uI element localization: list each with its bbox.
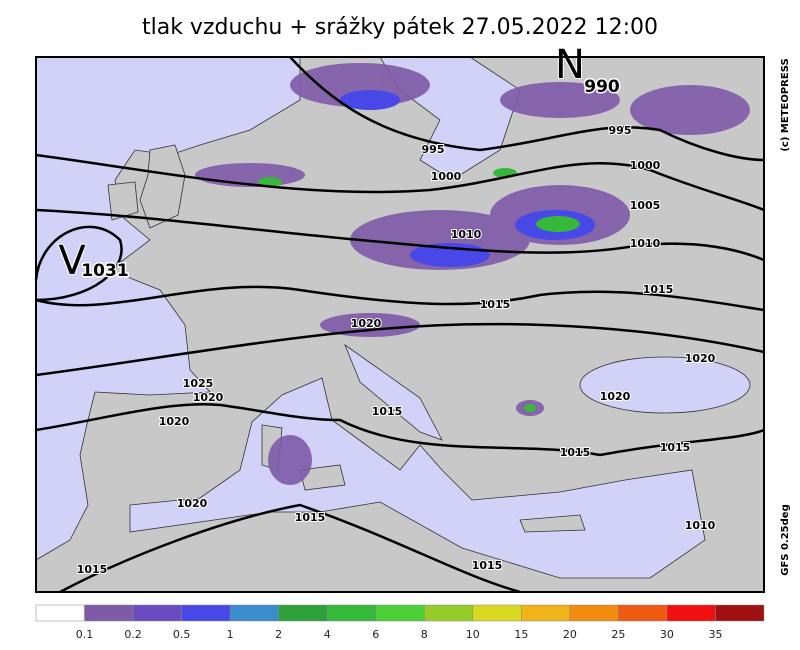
isobar-labels: 9959951000100010051010101010151015102010…: [76, 123, 717, 577]
isobar-label: 995: [422, 143, 445, 156]
legend-swatch: [84, 604, 134, 622]
low-letter: N: [555, 42, 585, 88]
legend-swatch: [569, 604, 619, 622]
isobar-label: 1020: [159, 415, 190, 428]
legend-label: 30: [660, 628, 674, 641]
isobar-label: 1015: [643, 283, 674, 296]
isobars: [34, 56, 765, 594]
legend-swatch: [229, 604, 279, 622]
isobar-label: 1020: [177, 497, 208, 510]
credit-source: (c) METEOPRESS: [780, 58, 791, 151]
isobar-label: 1020: [193, 391, 224, 404]
legend-swatch: [618, 604, 668, 622]
legend-swatch: [715, 604, 765, 622]
isobar-label: 995: [609, 124, 632, 137]
legend-label: 0.1: [76, 628, 94, 641]
isobar-label: 1020: [600, 390, 631, 403]
legend-swatch: [472, 604, 522, 622]
legend-label: 15: [514, 628, 528, 641]
legend-label: 1: [227, 628, 234, 641]
isobar-label: 1015: [660, 441, 691, 454]
isobar-label: 1015: [560, 446, 591, 459]
isobar-label: 1010: [685, 519, 716, 532]
high-letter: V: [58, 238, 86, 284]
legend-swatch: [278, 604, 328, 622]
color-legend: 0.1 0.2 0.5 1 2 4 6 8 10 15 20 25 30 35: [35, 604, 765, 641]
legend-swatch: [132, 604, 182, 622]
legend-label: 0.5: [173, 628, 191, 641]
legend-label: 20: [563, 628, 577, 641]
isobar-label: 1000: [630, 159, 661, 172]
isobar-label: 1000: [431, 170, 462, 183]
isobar-label: 1020: [685, 352, 716, 365]
low-value: 990: [584, 77, 620, 97]
credit-model: GFS 0.25deg: [780, 504, 791, 576]
isobar-label: 1010: [630, 237, 661, 250]
legend-swatch: [375, 604, 425, 622]
legend-swatch: [666, 604, 716, 622]
legend-label: 2: [275, 628, 282, 641]
title: tlak vzduchu + srážky pátek 27.05.2022 1…: [142, 15, 658, 40]
legend-label: 35: [708, 628, 722, 641]
legend-label: 8: [421, 628, 428, 641]
high-value: 1031: [81, 261, 128, 281]
pressure-centers: N 990 V 1031: [57, 41, 621, 285]
legend-label: 10: [466, 628, 480, 641]
legend-label: 4: [324, 628, 331, 641]
legend-swatch: [326, 604, 376, 622]
precipitation: [195, 63, 750, 485]
isobar-label: 1015: [295, 511, 326, 524]
isobar-label: 1020: [351, 317, 382, 330]
isobar-label: 1015: [372, 405, 403, 418]
isobar-label: 1015: [480, 298, 511, 311]
legend-label: 6: [372, 628, 379, 641]
legend-swatch: [424, 604, 474, 622]
legend-label: 0.2: [124, 628, 142, 641]
legend-swatch: [181, 604, 231, 622]
legend-swatch: [521, 604, 571, 622]
isobar-label: 1025: [183, 377, 214, 390]
isobar-label: 1005: [630, 199, 661, 212]
map: 9959951000100010051010101010151015102010…: [34, 41, 765, 594]
legend-label: 25: [611, 628, 625, 641]
isobar-label: 1015: [77, 563, 108, 576]
isobar-label: 1010: [451, 228, 482, 241]
legend-swatch: [35, 604, 85, 622]
isobar-label: 1015: [472, 559, 503, 572]
